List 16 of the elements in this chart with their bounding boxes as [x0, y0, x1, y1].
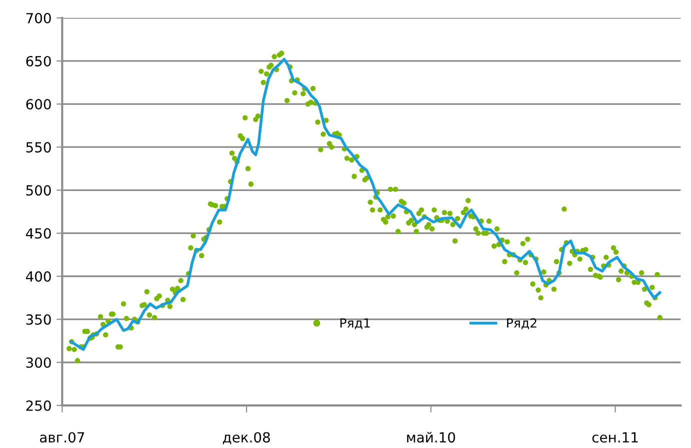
y-tick-label: 700	[26, 12, 51, 24]
legend-label: Ряд1	[340, 318, 370, 330]
x-tick-label: дек.08	[222, 432, 270, 444]
legend-label: Ряд2	[507, 318, 536, 330]
y-tick-label: 550	[26, 142, 51, 153]
y-tick-label: 400	[26, 271, 51, 282]
y-tick-label: 600	[26, 99, 51, 110]
y-tick-label: 250	[26, 400, 51, 411]
x-tick-label: авг.07	[40, 432, 84, 443]
x-tick-label: сен.11	[592, 432, 638, 443]
y-tick-label: 450	[26, 228, 51, 239]
y-tick-label: 500	[26, 185, 51, 196]
x-tick-label: май.10	[407, 432, 456, 443]
y-tick-label: 650	[26, 56, 51, 66]
y-tick-label: 300	[26, 357, 51, 368]
y-tick-label: 350	[26, 314, 51, 325]
